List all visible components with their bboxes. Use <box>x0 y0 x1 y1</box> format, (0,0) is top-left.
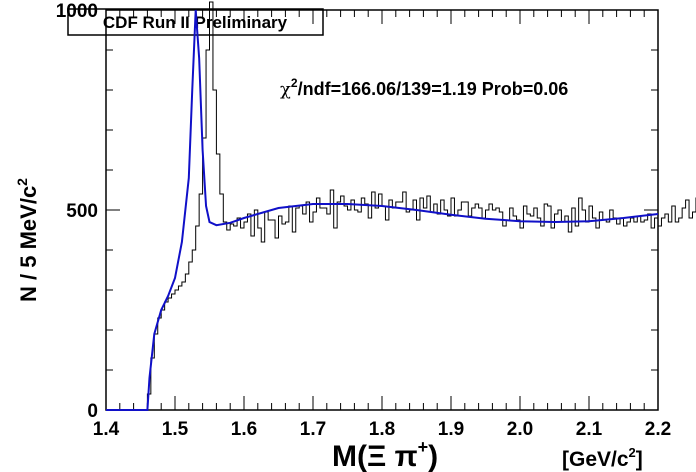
y-tick-label: 0 <box>87 401 98 422</box>
plot-frame-group: 1.4 1.5 1.6 1.7 1.8 1.9 2.0 2.1 2.2 0 500 1000 <box>56 1 696 440</box>
x-axis-units-main: [GeV/c <box>562 448 629 471</box>
x-tick-label: 1.6 <box>231 419 257 440</box>
x-tick-label: 2.2 <box>645 419 671 440</box>
x-axis-units-sup: 2 <box>629 445 636 460</box>
y-axis-label-main: N / 5 MeV/c <box>16 186 41 302</box>
fit-chi-symbol: χ <box>280 79 291 100</box>
x-axis-label-sup: + <box>418 437 429 457</box>
x-tick-label: 2.0 <box>507 419 533 440</box>
axis-ticks <box>105 9 659 411</box>
x-tick-label: 1.7 <box>300 419 326 440</box>
x-tick-label: 1.9 <box>438 419 464 440</box>
fit-statistics-text: χ2/ndf=166.06/139=1.19 Prob=0.06 <box>280 76 568 100</box>
x-axis-label-close: ) <box>428 440 438 472</box>
fit-stat-rest: /ndf=166.06/139=1.19 Prob=0.06 <box>298 79 569 99</box>
x-tick-label: 1.8 <box>369 419 395 440</box>
x-axis-units-close: ] <box>636 448 643 471</box>
fit-chi-sup: 2 <box>291 76 298 90</box>
y-axis-label: N / 5 MeV/c2 <box>14 178 41 302</box>
x-axis-units: [GeV/c2] <box>562 445 643 471</box>
x-tick-label: 1.5 <box>162 419 189 440</box>
x-tick-label: 1.4 <box>93 419 120 440</box>
x-tick-label: 2.1 <box>576 419 603 440</box>
y-axis-label-sup: 2 <box>14 178 30 186</box>
x-axis-label-main: M(Ξ π <box>332 440 418 472</box>
fit-curve-series <box>106 9 659 411</box>
histogram-series <box>106 1 696 411</box>
x-axis-label: M(Ξ π+) <box>332 437 438 472</box>
axis-tick-labels: 1.4 1.5 1.6 1.7 1.8 1.9 2.0 2.1 2.2 0 500 1000 <box>56 1 671 440</box>
y-tick-label: 1000 <box>56 1 98 22</box>
y-tick-label: 500 <box>66 201 98 222</box>
